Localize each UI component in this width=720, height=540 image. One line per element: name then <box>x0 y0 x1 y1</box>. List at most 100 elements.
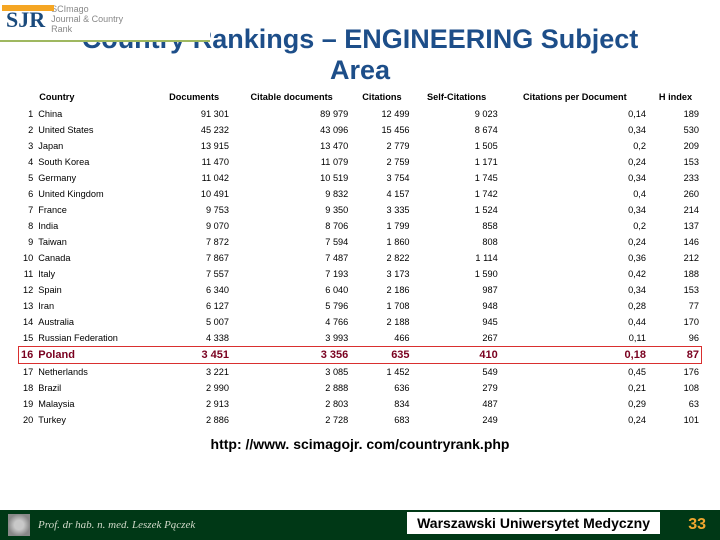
source-link[interactable]: http: //www. scimagojr. com/countryrank.… <box>0 436 720 452</box>
cell-self: 267 <box>413 330 501 346</box>
table-row: 14Australia5 0074 7662 1889450,44170 <box>18 314 702 330</box>
cell-self: 249 <box>413 412 501 428</box>
col-hindex: H index <box>649 90 702 106</box>
table-row: 19Malaysia2 9132 8038344870,2963 <box>18 396 702 412</box>
cell-rank: 13 <box>18 298 36 314</box>
cell-self: 487 <box>413 396 501 412</box>
cell-citable: 7 487 <box>232 250 351 266</box>
cell-docs: 91 301 <box>156 106 232 122</box>
cell-docs: 7 872 <box>156 234 232 250</box>
cell-cpd: 0,24 <box>501 234 649 250</box>
cell-citations: 3 335 <box>351 202 412 218</box>
cell-cpd: 0,18 <box>501 346 649 364</box>
cell-docs: 3 221 <box>156 364 232 380</box>
cell-docs: 9 070 <box>156 218 232 234</box>
logo-mark: SJR <box>6 7 45 33</box>
cell-cpd: 0,2 <box>501 138 649 154</box>
table-row: 13Iran6 1275 7961 7089480,2877 <box>18 298 702 314</box>
cell-country: United Kingdom <box>36 186 156 202</box>
cell-rank: 8 <box>18 218 36 234</box>
cell-rank: 19 <box>18 396 36 412</box>
cell-rank: 12 <box>18 282 36 298</box>
cell-country: United States <box>36 122 156 138</box>
cell-cpd: 0,21 <box>501 380 649 396</box>
cell-h: 153 <box>649 282 702 298</box>
cell-rank: 14 <box>18 314 36 330</box>
cell-rank: 2 <box>18 122 36 138</box>
cell-citable: 11 079 <box>232 154 351 170</box>
logo-text: SCImago Journal & Country Rank <box>51 5 123 35</box>
table-row: 17Netherlands3 2213 0851 4525490,45176 <box>18 364 702 380</box>
cell-rank: 7 <box>18 202 36 218</box>
cell-country: Malaysia <box>36 396 156 412</box>
cell-citable: 3 356 <box>232 346 351 364</box>
cell-self: 8 674 <box>413 122 501 138</box>
cell-citations: 834 <box>351 396 412 412</box>
cell-h: 233 <box>649 170 702 186</box>
cell-country: Italy <box>36 266 156 282</box>
cell-rank: 17 <box>18 364 36 380</box>
cell-rank: 9 <box>18 234 36 250</box>
cell-h: 214 <box>649 202 702 218</box>
cell-citable: 7 594 <box>232 234 351 250</box>
col-cpd: Citations per Document <box>501 90 649 106</box>
cell-citable: 8 706 <box>232 218 351 234</box>
cell-citable: 10 519 <box>232 170 351 186</box>
cell-self: 410 <box>413 346 501 364</box>
cell-cpd: 0,29 <box>501 396 649 412</box>
cell-docs: 6 340 <box>156 282 232 298</box>
table-row: 11Italy7 5577 1933 1731 5900,42188 <box>18 266 702 282</box>
cell-self: 945 <box>413 314 501 330</box>
sjr-logo: SJR SCImago Journal & Country Rank <box>0 0 210 42</box>
cell-cpd: 0,2 <box>501 218 649 234</box>
cell-self: 858 <box>413 218 501 234</box>
cell-docs: 10 491 <box>156 186 232 202</box>
cell-citable: 3 993 <box>232 330 351 346</box>
cell-rank: 15 <box>18 330 36 346</box>
table-row: 6United Kingdom10 4919 8324 1571 7420,42… <box>18 186 702 202</box>
cell-rank: 11 <box>18 266 36 282</box>
crest-icon <box>8 514 30 536</box>
cell-h: 176 <box>649 364 702 380</box>
cell-cpd: 0,34 <box>501 202 649 218</box>
cell-citations: 2 779 <box>351 138 412 154</box>
cell-citable: 7 193 <box>232 266 351 282</box>
cell-docs: 45 232 <box>156 122 232 138</box>
cell-citations: 2 822 <box>351 250 412 266</box>
cell-citations: 4 157 <box>351 186 412 202</box>
cell-citable: 3 085 <box>232 364 351 380</box>
footer-institution: Warszawski Uniwersytet Medyczny <box>407 512 660 534</box>
cell-citable: 13 470 <box>232 138 351 154</box>
cell-country: Netherlands <box>36 364 156 380</box>
cell-h: 96 <box>649 330 702 346</box>
cell-self: 1 742 <box>413 186 501 202</box>
cell-citable: 4 766 <box>232 314 351 330</box>
cell-country: Brazil <box>36 380 156 396</box>
cell-h: 63 <box>649 396 702 412</box>
table-row: 16Poland3 4513 3566354100,1887 <box>18 346 702 364</box>
cell-rank: 1 <box>18 106 36 122</box>
cell-citable: 9 350 <box>232 202 351 218</box>
table-row: 15Russian Federation4 3383 9934662670,11… <box>18 330 702 346</box>
cell-docs: 7 867 <box>156 250 232 266</box>
rankings-table: Country Documents Citable documents Cita… <box>18 90 702 428</box>
cell-citations: 3 173 <box>351 266 412 282</box>
table-row: 20Turkey2 8862 7286832490,24101 <box>18 412 702 428</box>
cell-h: 77 <box>649 298 702 314</box>
cell-cpd: 0,44 <box>501 314 649 330</box>
table-row: 4South Korea11 47011 0792 7591 1710,2415… <box>18 154 702 170</box>
cell-country: South Korea <box>36 154 156 170</box>
table-row: 2United States45 23243 09615 4568 6740,3… <box>18 122 702 138</box>
table-row: 9Taiwan7 8727 5941 8608080,24146 <box>18 234 702 250</box>
table-row: 10Canada7 8677 4872 8221 1140,36212 <box>18 250 702 266</box>
cell-citations: 636 <box>351 380 412 396</box>
cell-citations: 466 <box>351 330 412 346</box>
cell-citations: 683 <box>351 412 412 428</box>
cell-citations: 3 754 <box>351 170 412 186</box>
table-row: 18Brazil2 9902 8886362790,21108 <box>18 380 702 396</box>
cell-citable: 5 796 <box>232 298 351 314</box>
cell-h: 212 <box>649 250 702 266</box>
cell-docs: 2 913 <box>156 396 232 412</box>
cell-country: Germany <box>36 170 156 186</box>
cell-citations: 1 708 <box>351 298 412 314</box>
